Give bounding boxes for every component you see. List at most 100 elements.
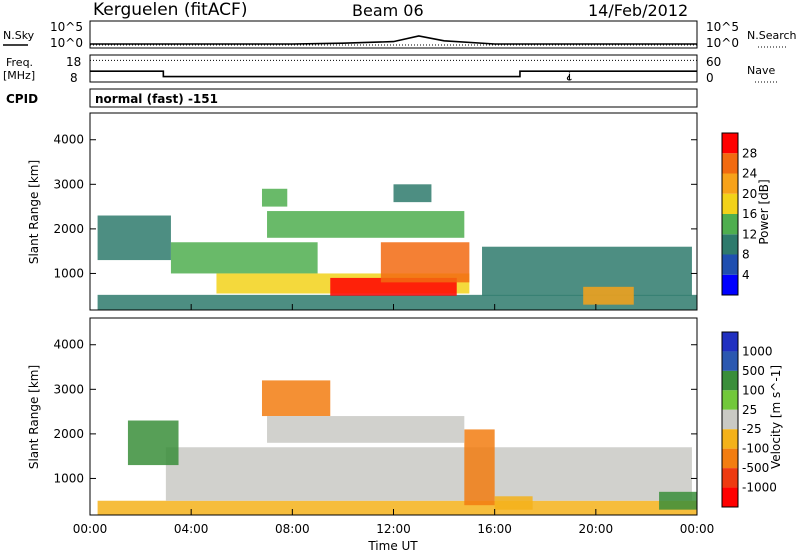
power-colorbar-swatch	[722, 214, 738, 235]
cpid-label: CPID	[6, 92, 38, 106]
power-colorbar-tick-label: 24	[742, 167, 757, 181]
power-colorbar-swatch	[722, 173, 738, 194]
x-tick-label: 04:00	[174, 522, 209, 536]
velocity-colorbar-swatch	[722, 390, 738, 410]
power-marks-region-0	[97, 294, 697, 310]
power-colorbar-swatch	[722, 234, 738, 255]
frequency-panel-frame	[89, 54, 698, 83]
y-tick-label: 4000	[53, 133, 84, 147]
vel-marks-region-3	[261, 380, 331, 417]
vel-marks-region-6	[267, 416, 465, 443]
power-colorbar-swatch	[722, 193, 738, 214]
noise-panel: 10^5 10^0 10^5 10^0 N.Sky N.Search	[3, 20, 797, 50]
velocity-colorbar-swatch	[722, 351, 738, 371]
power-colorbar-tick-label: 4	[742, 268, 750, 282]
power-marks-region-1	[97, 215, 171, 261]
velocity-colorbar-frame	[721, 331, 739, 508]
noise-right-tick-bottom: 10^0	[706, 36, 739, 50]
y-tick-label: 3000	[53, 177, 84, 191]
x-axis-label: Time UT	[367, 539, 418, 553]
vel-marks-region-0	[97, 500, 697, 515]
y-tick-label: 3000	[53, 382, 84, 396]
y-tick-label: 1000	[53, 471, 84, 485]
power-colorbar-tick-label: 16	[742, 207, 757, 221]
vel-marks-region-5	[494, 496, 533, 510]
freq-right-tick-top: 60	[706, 55, 721, 69]
velocity-colorbar-tick-label: 1000	[742, 344, 773, 358]
y-tick-label: 2000	[53, 427, 84, 441]
power-marks-region-7	[393, 184, 432, 203]
y-tick-label: 2000	[53, 222, 84, 236]
cpid-panel: CPID normal (fast) -151	[6, 88, 698, 108]
power-colorbar-frame	[721, 132, 739, 296]
velocity-y-axis-label: Slant Range [km]	[27, 365, 41, 469]
vel-marks-region-4	[464, 429, 495, 506]
y-tick-label: 1000	[53, 266, 84, 280]
nsky-label: N.Sky	[3, 29, 35, 42]
power-marks-region-8	[261, 188, 288, 207]
freq-unit-label: [MHz]	[3, 69, 35, 82]
velocity-colorbar-tick-label: -100	[742, 442, 769, 456]
freq-label: Freq.	[6, 56, 33, 69]
power-y-axis-label: Slant Range [km]	[27, 160, 41, 264]
power-marks-region-6	[267, 211, 465, 238]
x-tick-label: 20:00	[579, 522, 614, 536]
cpid-value: normal (fast) -151	[95, 92, 218, 106]
power-marks-region-2	[170, 242, 318, 274]
noise-left-tick-top: 10^5	[50, 20, 83, 34]
power-colorbar-tick-label: 28	[742, 146, 757, 160]
velocity-colorbar-label: Velocity [m s^-1]	[769, 365, 783, 469]
velocity-colorbar-tick-label: -500	[742, 461, 769, 475]
station-title: Kerguelen (fitACF)	[93, 0, 247, 20]
vel-marks-region-2	[127, 420, 179, 466]
power-colorbar-swatch	[722, 274, 738, 295]
freq-left-tick-top: 18	[66, 55, 81, 69]
cpid-panel-frame	[89, 88, 698, 108]
x-tick-label: 00:00	[73, 522, 108, 536]
power-panel: 1000 2000 3000 4000 Slant Range [km] 4 8 12 16…	[27, 112, 771, 311]
power-colorbar-label: Power [dB]	[757, 179, 771, 244]
velocity-colorbar-tick-label: 500	[742, 364, 765, 378]
velocity-colorbar-swatch	[722, 468, 738, 488]
velocity-colorbar-tick-label: 25	[742, 403, 757, 417]
velocity-panel: 1000 2000 3000 4000 00:00 04:00 08:00 12:00 16:…	[27, 317, 783, 553]
frequency-panel: ⸘ 18 8 60 0 Freq. [MHz] Nave	[3, 54, 778, 85]
beam-title: Beam 06	[352, 1, 424, 20]
velocity-colorbar-swatch	[722, 332, 738, 352]
freq-right-tick-bottom: 0	[706, 71, 714, 85]
vel-marks-region-7	[659, 491, 697, 510]
nave-marker: ⸘	[566, 67, 572, 81]
power-marks-region-10	[583, 286, 634, 305]
velocity-colorbar-swatch	[722, 429, 738, 449]
x-tick-label: 08:00	[275, 522, 310, 536]
x-tick-label: 12:00	[376, 522, 411, 536]
velocity-colorbar-swatch	[722, 448, 738, 469]
velocity-colorbar-swatch	[722, 409, 738, 430]
power-colorbar-tick-label: 20	[742, 187, 757, 201]
x-tick-label: 16:00	[477, 522, 512, 536]
noise-left-tick-bottom: 10^0	[50, 36, 83, 50]
noise-sky-line	[90, 35, 697, 45]
power-colorbar-swatch	[722, 133, 738, 154]
power-colorbar-swatch	[722, 153, 738, 174]
power-colorbar-tick-label: 12	[742, 227, 757, 241]
vel-marks-region-1	[165, 447, 692, 501]
nsearch-label: N.Search	[747, 29, 797, 42]
nave-label: Nave	[747, 64, 775, 77]
noise-right-tick-top: 10^5	[706, 20, 739, 34]
velocity-colorbar-tick-label: -1000	[742, 481, 777, 495]
velocity-colorbar-tick-label: 100	[742, 383, 765, 397]
velocity-colorbar-swatch	[722, 370, 738, 391]
power-colorbar-swatch	[722, 254, 738, 275]
noise-panel-frame	[89, 20, 698, 49]
power-marks-region-5	[380, 242, 470, 283]
power-colorbar-tick-label: 8	[742, 248, 750, 262]
velocity-colorbar-tick-label: -25	[742, 422, 762, 436]
y-tick-label: 4000	[53, 338, 84, 352]
velocity-colorbar-swatch	[722, 487, 738, 507]
date-title: 14/Feb/2012	[588, 1, 688, 20]
x-tick-label: 00:00	[680, 522, 715, 536]
frequency-line	[90, 70, 697, 78]
freq-left-tick-bottom: 8	[70, 71, 78, 85]
